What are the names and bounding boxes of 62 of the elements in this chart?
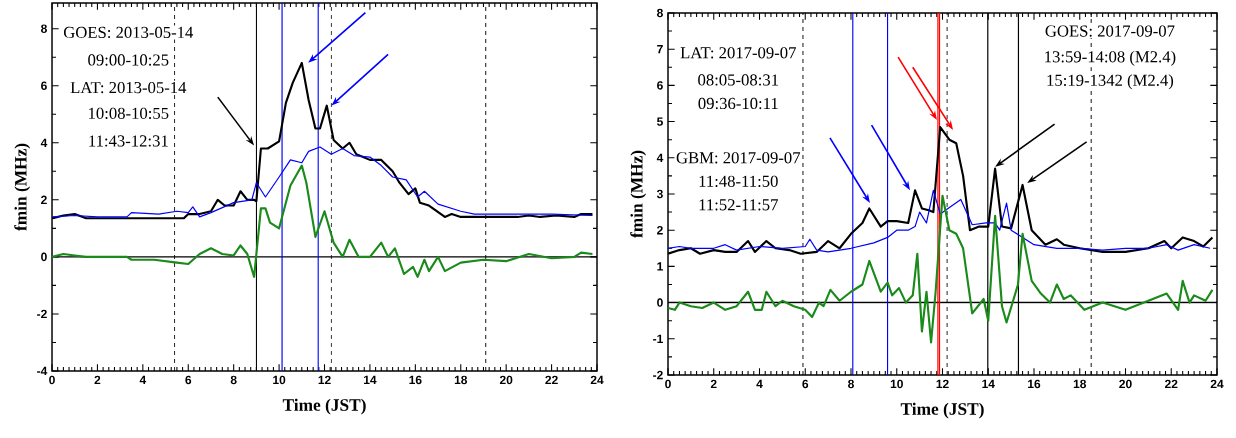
- x-tick-label: 4: [139, 375, 147, 384]
- annotation: 11:52-11:57: [699, 199, 778, 211]
- x-tick-label: 8: [848, 379, 854, 389]
- y-axis-title: fmin (MHz): [14, 143, 31, 231]
- y-tick-label: -2: [37, 309, 47, 319]
- x-tick-label: 14: [982, 379, 995, 388]
- annotation: 08:05-08:31: [698, 74, 779, 86]
- annotation: 09:36-10:11: [698, 97, 778, 110]
- x-tick-label: 2: [94, 375, 101, 385]
- y-tick-label: 4: [656, 153, 664, 162]
- annotation: GOES: 2013-05-14: [63, 26, 194, 39]
- y-tick-label: 4: [40, 138, 48, 147]
- x-tick-label: 10: [273, 375, 286, 385]
- x-tick-label: 24: [1210, 379, 1224, 389]
- x-axis-title: Time (JST): [900, 402, 984, 419]
- annotation: 15:19-1342 (M2.4): [1047, 74, 1174, 90]
- annotation: 13:59-14:08 (M2.4): [1045, 50, 1176, 66]
- y-tick-label: 5: [657, 117, 663, 126]
- y-tick-label: -4: [37, 366, 48, 376]
- y-tick-label: 6: [657, 81, 663, 90]
- x-tick-label: 18: [454, 375, 468, 385]
- x-tick-label: 18: [1073, 379, 1087, 389]
- x-axis-title: Time (JST): [282, 398, 366, 415]
- y-tick-label: 7: [657, 45, 663, 54]
- x-tick-label: 20: [1119, 379, 1132, 389]
- y-tick-label: 1: [657, 262, 663, 271]
- x-tick-label: 12: [318, 375, 331, 385]
- annotation: 09:00-10:25: [88, 54, 169, 66]
- annotation: 11:48-11:50: [699, 175, 778, 187]
- x-tick-label: 12: [936, 379, 949, 389]
- y-tick-label: 6: [41, 81, 47, 90]
- x-tick-label: 6: [802, 379, 809, 389]
- y-tick-label: -2: [653, 370, 663, 380]
- x-tick-label: 6: [185, 375, 192, 385]
- x-tick-label: 16: [409, 375, 422, 385]
- annotation: GBM: 2017-09-07: [676, 152, 801, 164]
- annotation: 11:43-12:31: [89, 135, 168, 147]
- annotation: LAT: 2013-05-14: [70, 81, 187, 94]
- x-tick-label: 16: [1028, 379, 1041, 389]
- x-tick-label: 24: [590, 375, 604, 385]
- x-tick-label: 14: [364, 375, 377, 384]
- x-tick-label: 0: [49, 375, 55, 385]
- x-tick-label: 20: [499, 375, 513, 385]
- annotation: GOES: 2017-09-07: [1045, 25, 1175, 37]
- y-tick-label: 8: [41, 24, 47, 33]
- x-tick-label: 22: [1164, 379, 1178, 389]
- y-tick-label: -1: [653, 334, 663, 343]
- x-tick-label: 2: [710, 379, 717, 389]
- annotation: LAT: 2017-09-07: [680, 47, 796, 59]
- x-tick-label: 0: [665, 379, 671, 389]
- y-tick-label: 3: [656, 189, 663, 199]
- y-tick-label: 2: [657, 225, 663, 235]
- y-axis-title: fmin (MHz): [630, 150, 647, 238]
- annotation: 10:08-10:55: [89, 107, 169, 120]
- x-tick-label: 8: [230, 375, 237, 385]
- y-tick-label: 0: [41, 252, 47, 262]
- y-tick-label: 0: [657, 298, 663, 307]
- y-tick-label: 2: [41, 195, 47, 205]
- x-tick-label: 4: [756, 379, 763, 388]
- y-tick-label: 8: [657, 8, 663, 18]
- x-tick-label: 10: [890, 379, 903, 389]
- x-tick-label: 22: [545, 375, 558, 385]
